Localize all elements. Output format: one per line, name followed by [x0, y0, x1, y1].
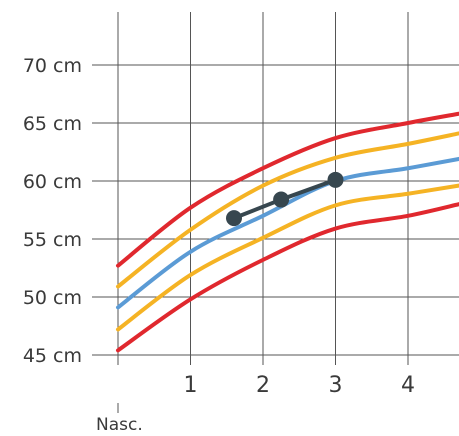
origin-label: Nasc. [96, 415, 143, 435]
measurement-point [226, 210, 242, 227]
x-tick-label: 3 [329, 373, 343, 398]
y-tick-label: 65 cm [23, 113, 82, 135]
origin-marker: Nasc. [96, 403, 143, 435]
y-tick-label: 70 cm [23, 55, 82, 77]
grid [92, 12, 459, 365]
y-tick-label: 45 cm [23, 345, 82, 367]
x-tick-label: 2 [256, 373, 270, 398]
measurement-series [226, 171, 344, 227]
percentile-curve-1 [116, 111, 459, 268]
y-tick-label: 55 cm [23, 229, 82, 251]
y-tick-label: 60 cm [23, 171, 82, 193]
percentile-curve-5 [116, 202, 459, 353]
y-tick-label: 50 cm [23, 287, 82, 309]
x-axis-ticks: 1 2 3 4 [184, 373, 416, 398]
measurement-point [273, 191, 290, 208]
measurement-point [327, 171, 344, 188]
percentile-curve-2 [116, 131, 459, 289]
y-axis-ticks: 45 cm 50 cm 55 cm 60 cm 65 cm 70 cm [23, 55, 82, 367]
x-tick-label: 4 [401, 373, 415, 398]
x-tick-label: 1 [184, 373, 198, 398]
percentile-curve-4 [116, 183, 459, 332]
